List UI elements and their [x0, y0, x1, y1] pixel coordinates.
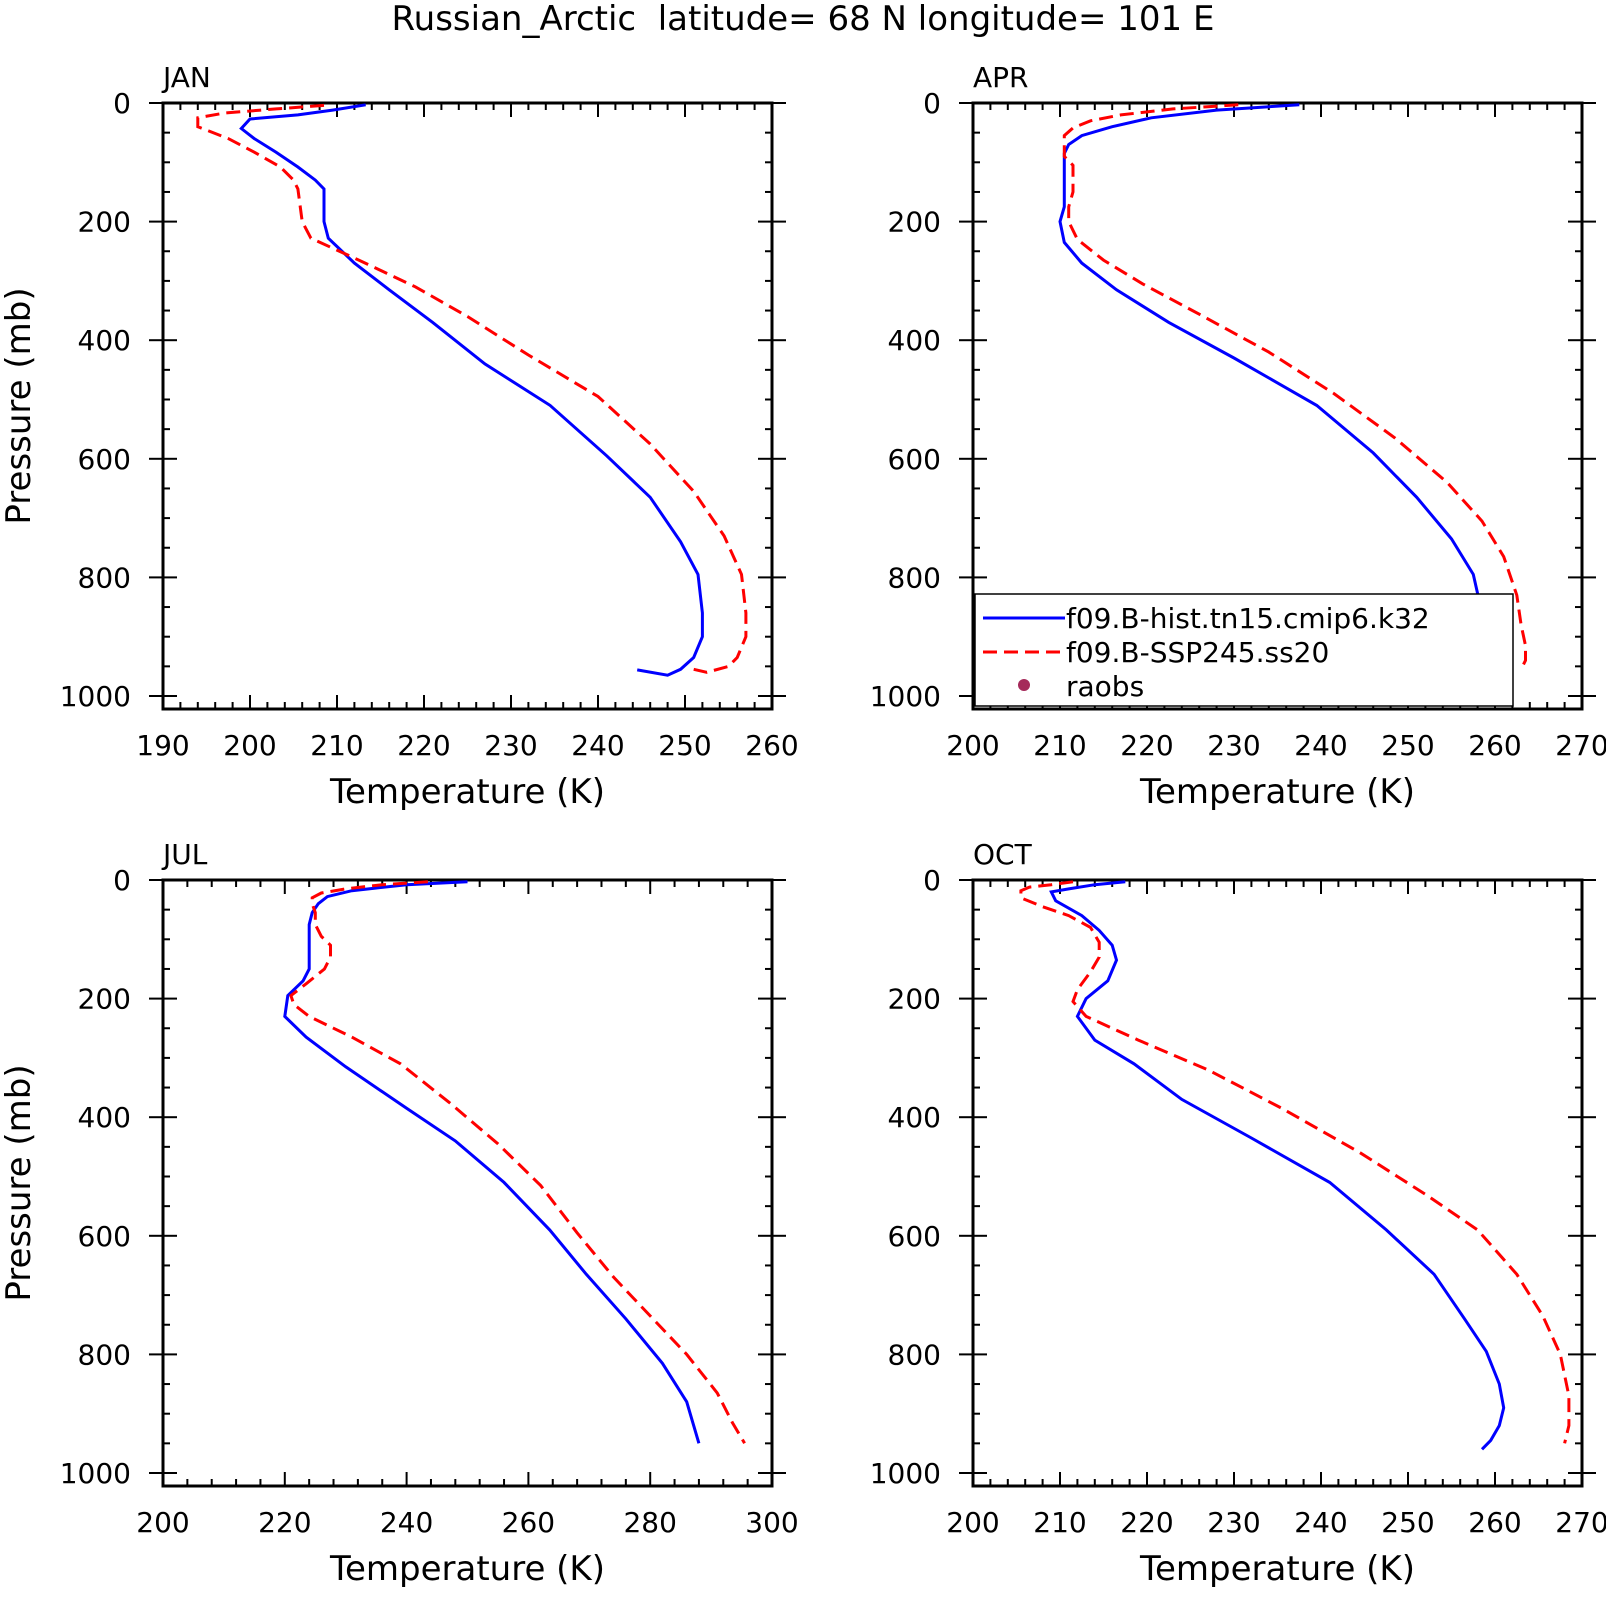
jul-plot-frame [161, 878, 774, 1488]
panel-jul: JUL 200 220 240 260 280 300 0 200 400 600 800 1000 Te… [0, 838, 799, 1589]
oct-y-tick-label: 600 [888, 1220, 941, 1253]
oct-x-tick-label: 240 [1294, 1506, 1347, 1539]
legend: f09.B-hist.tn15.cmip6.k32 f09.B-SSP245.s… [974, 593, 1514, 707]
jul-x-tick-label: 200 [136, 1506, 189, 1539]
oct-x-tick-label: 270 [1555, 1506, 1606, 1539]
oct-y-tick-label: 400 [888, 1101, 941, 1134]
apr-y-tick-label: 1000 [870, 680, 941, 713]
jul-x-tick-label: 280 [623, 1506, 676, 1539]
jul-y-tick-label: 400 [78, 1101, 131, 1134]
jan-x-tick-label: 260 [745, 729, 798, 762]
jan-plot-frame [161, 101, 774, 711]
jul-y-axis-label: Pressure (mb) [0, 1064, 39, 1301]
oct-plot-frame [971, 878, 1584, 1488]
jan-x-tick-label: 240 [571, 729, 624, 762]
apr-x-tick-label: 230 [1207, 729, 1260, 762]
jan-x-axis-label: Temperature (K) [329, 772, 605, 812]
apr-series-hist [1058, 103, 1488, 670]
oct-x-tick-label: 230 [1207, 1506, 1260, 1539]
jul-series-hist [283, 880, 701, 1444]
apr-x-tick-label: 200 [946, 729, 999, 762]
apr-y-tick-label: 200 [888, 206, 941, 239]
jul-series-ssp245 [289, 880, 746, 1445]
apr-series-ssp245 [1062, 103, 1527, 670]
jan-series-hist [239, 103, 704, 677]
jan-panel-label: JAN [161, 61, 211, 94]
jan-y-axis-label: Pressure (mb) [0, 287, 39, 524]
jan-x-tick-label: 200 [223, 729, 276, 762]
apr-y-tick-label: 0 [923, 87, 941, 120]
legend-box [974, 593, 1514, 707]
apr-x-tick-label: 220 [1120, 729, 1173, 762]
jan-y-tick-label: 1000 [60, 680, 131, 713]
jan-x-tick-label: 190 [136, 729, 189, 762]
oct-x-axis-label: Temperature (K) [1139, 1549, 1415, 1589]
jan-y-tick-label: 200 [78, 206, 131, 239]
jul-y-tick-label: 800 [78, 1338, 131, 1371]
jul-x-axis-label: Temperature (K) [329, 1549, 605, 1589]
panel-apr: APR 200 210 220 230 240 250 260 270 0 200 400 600 800… [870, 61, 1606, 812]
legend-swatch-raobs [1018, 679, 1030, 691]
jan-x-tick-label: 230 [484, 729, 537, 762]
oct-series-ssp245 [1019, 880, 1571, 1444]
jul-y-tick-label: 0 [113, 864, 131, 897]
jan-y-tick-label: 400 [78, 324, 131, 357]
jul-panel-label: JUL [161, 838, 208, 871]
apr-x-tick-label: 250 [1381, 729, 1434, 762]
oct-y-tick-label: 200 [888, 983, 941, 1016]
jan-y-tick-label: 800 [78, 561, 131, 594]
legend-label-ssp: f09.B-SSP245.ss20 [1066, 636, 1329, 669]
jan-x-tick-label: 210 [310, 729, 363, 762]
apr-y-tick-label: 600 [888, 443, 941, 476]
oct-x-tick-label: 220 [1120, 1506, 1173, 1539]
legend-label-hist: f09.B-hist.tn15.cmip6.k32 [1066, 602, 1430, 635]
jul-y-tick-label: 600 [78, 1220, 131, 1253]
figure-title: Russian_Arctic latitude= 68 N longitude=… [392, 0, 1215, 39]
oct-y-tick-label: 800 [888, 1338, 941, 1371]
apr-x-tick-label: 210 [1033, 729, 1086, 762]
jul-x-tick-label: 240 [380, 1506, 433, 1539]
oct-x-tick-label: 260 [1468, 1506, 1521, 1539]
jan-x-tick-label: 250 [658, 729, 711, 762]
apr-y-tick-label: 400 [888, 324, 941, 357]
apr-x-axis-label: Temperature (K) [1139, 772, 1415, 812]
oct-x-tick-label: 250 [1381, 1506, 1434, 1539]
oct-x-tick-label: 210 [1033, 1506, 1086, 1539]
jul-y-tick-label: 200 [78, 983, 131, 1016]
jan-y-tick-label: 600 [78, 443, 131, 476]
jul-x-tick-label: 260 [502, 1506, 555, 1539]
apr-x-tick-label: 240 [1294, 729, 1347, 762]
jan-x-tick-label: 220 [397, 729, 450, 762]
oct-y-tick-label: 1000 [870, 1457, 941, 1490]
jan-y-tick-label: 0 [113, 87, 131, 120]
jan-series-ssp245 [196, 103, 748, 674]
oct-panel-label: OCT [973, 838, 1033, 871]
oct-series-hist [1049, 880, 1506, 1451]
apr-panel-label: APR [973, 61, 1029, 94]
legend-label-raobs: raobs [1066, 670, 1144, 703]
apr-y-tick-label: 800 [888, 561, 941, 594]
jul-y-tick-label: 1000 [60, 1457, 131, 1490]
jul-x-tick-label: 300 [745, 1506, 798, 1539]
oct-x-tick-label: 200 [946, 1506, 999, 1539]
apr-x-tick-label: 270 [1555, 729, 1606, 762]
apr-x-tick-label: 260 [1468, 729, 1521, 762]
oct-y-tick-label: 0 [923, 864, 941, 897]
apr-plot-frame [971, 101, 1584, 711]
panel-oct: OCT 200 210 220 230 240 250 260 270 0 200 400 600 800… [870, 838, 1606, 1589]
panel-jan: JAN 190 200 210 220 230 240 250 260 0 200 400 600 800… [0, 61, 799, 812]
jul-x-tick-label: 220 [258, 1506, 311, 1539]
